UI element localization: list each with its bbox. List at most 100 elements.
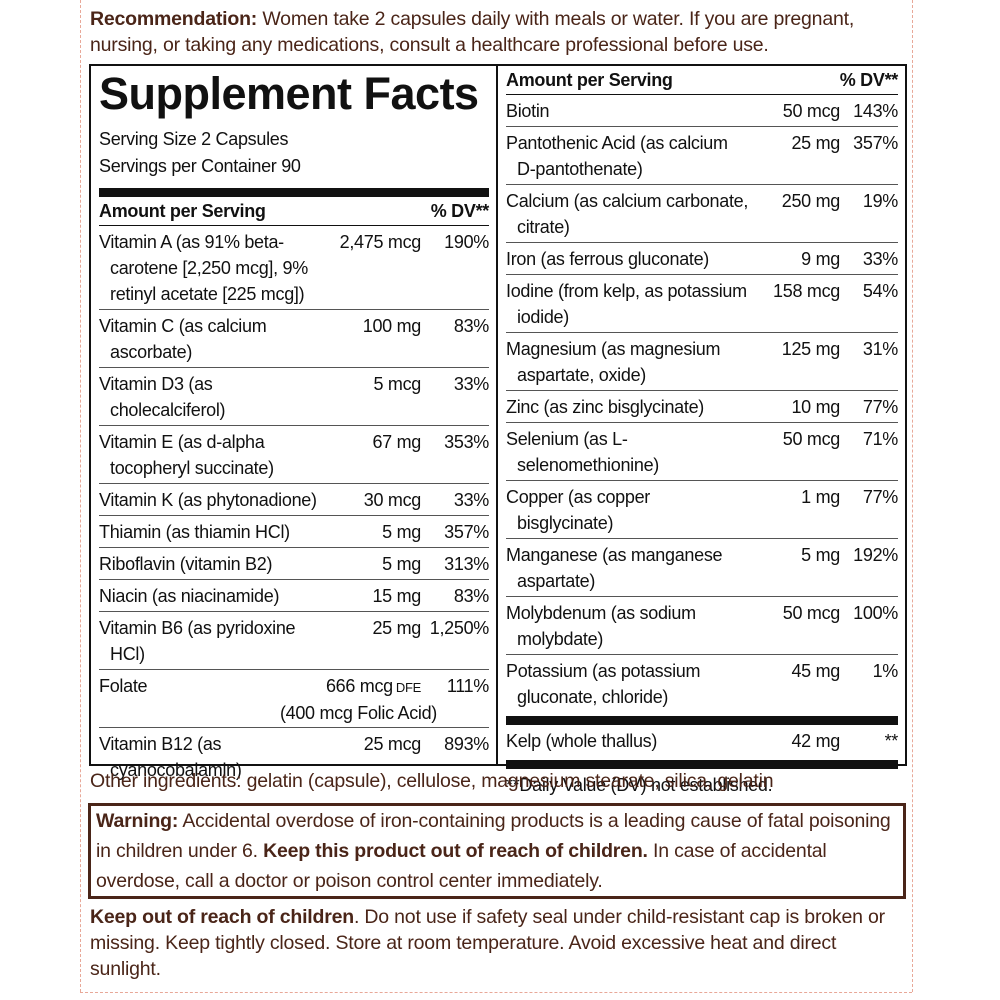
rows: Kelp (whole thallus) 42 mg ** [506,725,898,756]
daily-value: 357% [853,133,898,153]
daily-value: 54% [862,281,898,301]
amount: 666 mcg DFE [321,673,421,701]
nutrient-name: Iodine (from kelp, as potassium iodide) [506,281,747,327]
amount: 5 mg [382,522,421,542]
nutrient: Vitamin A (as 91% beta-carotene [2,250 m… [99,226,489,310]
nutrient: Vitamin C (as calcium ascorbate) 100 mg 83… [99,310,489,368]
nutrient-name: Molybdenum (as sodium molybdate) [506,603,696,649]
cut-line [80,992,912,993]
supplement-facts: Supplement Facts Serving Size 2 Capsules… [89,64,907,795]
nutrient-name: Pantothenic Acid (as calcium D-pantothen… [506,133,728,179]
rule [506,760,898,769]
daily-value: 313% [444,554,489,574]
nutrient-name: Iron (as ferrous gluconate) [506,249,710,269]
amount: 50 mcg [782,603,841,623]
facts-title: Supplement Facts [99,68,479,119]
keep-out: Keep out of reach of children. Do not us… [90,904,910,982]
nutrient-name: Magnesium (as magnesium aspartate, oxide… [506,339,721,385]
nutrient-name: Kelp (whole thallus) [506,731,658,751]
daily-value: 100% [853,603,898,623]
nutrient: Folate 666 mcg DFE 111% (400 mcg Folic Acid) [99,670,489,728]
amount-value: 666 mcg [325,676,393,696]
daily-value: 33% [453,490,489,510]
nutrient-name: Vitamin E (as d-alpha tocopheryl succina… [99,432,274,478]
dv-header: % DV** [430,201,490,221]
amount: 5 mg [382,554,421,574]
amount: 30 mcg [363,490,422,510]
amount: 25 mg [791,133,840,153]
nutrient: Riboflavin (vitamin B2) 5 mg 313% [99,548,489,580]
amount: 100 mg [362,316,422,336]
nutrient: Iron (as ferrous gluconate) 9 mg 33% [506,243,898,275]
nutrient-name: Manganese (as manganese aspartate) [506,545,723,591]
rule [99,188,489,197]
cut-line [80,0,81,992]
amount: 158 mcg [773,281,840,301]
nutrient: Vitamin B12 (as cyanocobalamin) 25 mcg 893… [99,728,489,785]
nutrient: Thiamin (as thiamin HCl) 5 mg 357% [99,516,489,548]
nutrient-name: Potassium (as potassium gluconate, chlor… [506,661,701,707]
amount: 10 mg [791,397,840,417]
nutrient-name: Selenium (as L-selenomethionine) [506,429,659,475]
amount-unit: DFE [395,680,421,695]
text: In case of accidental overdose, call a d… [96,840,827,892]
amount: 1 mg [801,487,840,507]
nutrient-name: Folate [99,676,148,696]
daily-value: 83% [453,586,489,606]
amount: 5 mcg [373,374,421,394]
nutrient-name: Copper (as copper bisglycinate) [506,487,650,533]
nutrient: Vitamin K (as phytonadione) 30 mcg 33% [99,484,489,516]
daily-value: 353% [444,432,489,452]
nutrient: Selenium (as L-selenomethionine) 50 mcg 71… [506,423,898,481]
amount-header: Amount per Serving [506,70,673,90]
daily-value: 1% [872,661,899,681]
nutrient: Molybdenum (as sodium molybdate) 50 mcg 10… [506,597,898,655]
nutrient-name: Vitamin B12 (as cyanocobalamin) [99,734,242,780]
facts-right: Amount per Serving % DV** Biotin 50 mcg 143… [498,66,905,795]
recommendation: Recommendation: Women take 2 capsules da… [90,6,910,58]
nutrient-name: Zinc (as zinc bisglycinate) [506,397,704,417]
text: Accidental overdose of iron-containing p… [96,810,891,862]
text: Women take 2 capsules daily with meals o… [90,8,855,56]
daily-value: 83% [453,316,489,336]
daily-value: 190% [444,232,489,252]
nutrient: Niacin (as niacinamide) 15 mg 83% [99,580,489,612]
rows: Biotin 50 mcg 143% Pantothenic Acid (as cal… [506,95,898,712]
nutrient-name: Vitamin B6 (as pyridoxine HCl) [99,618,296,664]
amount: 45 mg [791,661,840,681]
warning: Warning: Accidental overdose of iron-con… [88,803,906,899]
serving-size: Serving Size 2 Capsules [99,129,289,149]
sub-note: (400 mcg Folic Acid) [279,703,437,723]
nutrient-name: Biotin [506,101,550,121]
label: Keep out of reach of children [90,906,354,928]
header: Amount per Serving % DV** [506,66,898,95]
other-ingredients: Other ingredients: gelatin (capsule), ce… [90,770,774,792]
daily-value: 19% [862,191,898,211]
daily-value: 33% [862,249,898,269]
nutrient-name: Vitamin C (as calcium ascorbate) [99,316,267,362]
nutrient: Potassium (as potassium gluconate, chlor… [506,655,898,712]
facts-left: Supplement Facts Serving Size 2 Capsules… [91,66,498,780]
nutrient-name: Niacin (as niacinamide) [99,586,280,606]
nutrient: Vitamin B6 (as pyridoxine HCl) 25 mg 1,250… [99,612,489,670]
amount: 250 mg [781,191,841,211]
header: Amount per Serving % DV** [99,197,489,226]
nutrient-name: Vitamin D3 (as cholecalciferol) [99,374,226,420]
daily-value: 77% [862,397,898,417]
daily-value: 111% [446,676,489,696]
amount-header: Amount per Serving [99,201,266,221]
amount: 125 mg [781,339,841,359]
nutrient: Kelp (whole thallus) 42 mg ** [506,725,898,756]
rows: Vitamin A (as 91% beta-carotene [2,250 m… [99,226,489,785]
nutrient: Biotin 50 mcg 143% [506,95,898,127]
amount: 15 mg [372,586,421,606]
amount: 25 mcg [363,734,422,754]
amount: 2,475 mcg [339,232,422,252]
amount: 50 mcg [782,101,841,121]
nutrient: Pantothenic Acid (as calcium D-pantothen… [506,127,898,185]
amount: 67 mg [372,432,421,452]
amount: 50 mcg [782,429,841,449]
daily-value: 192% [853,545,898,565]
